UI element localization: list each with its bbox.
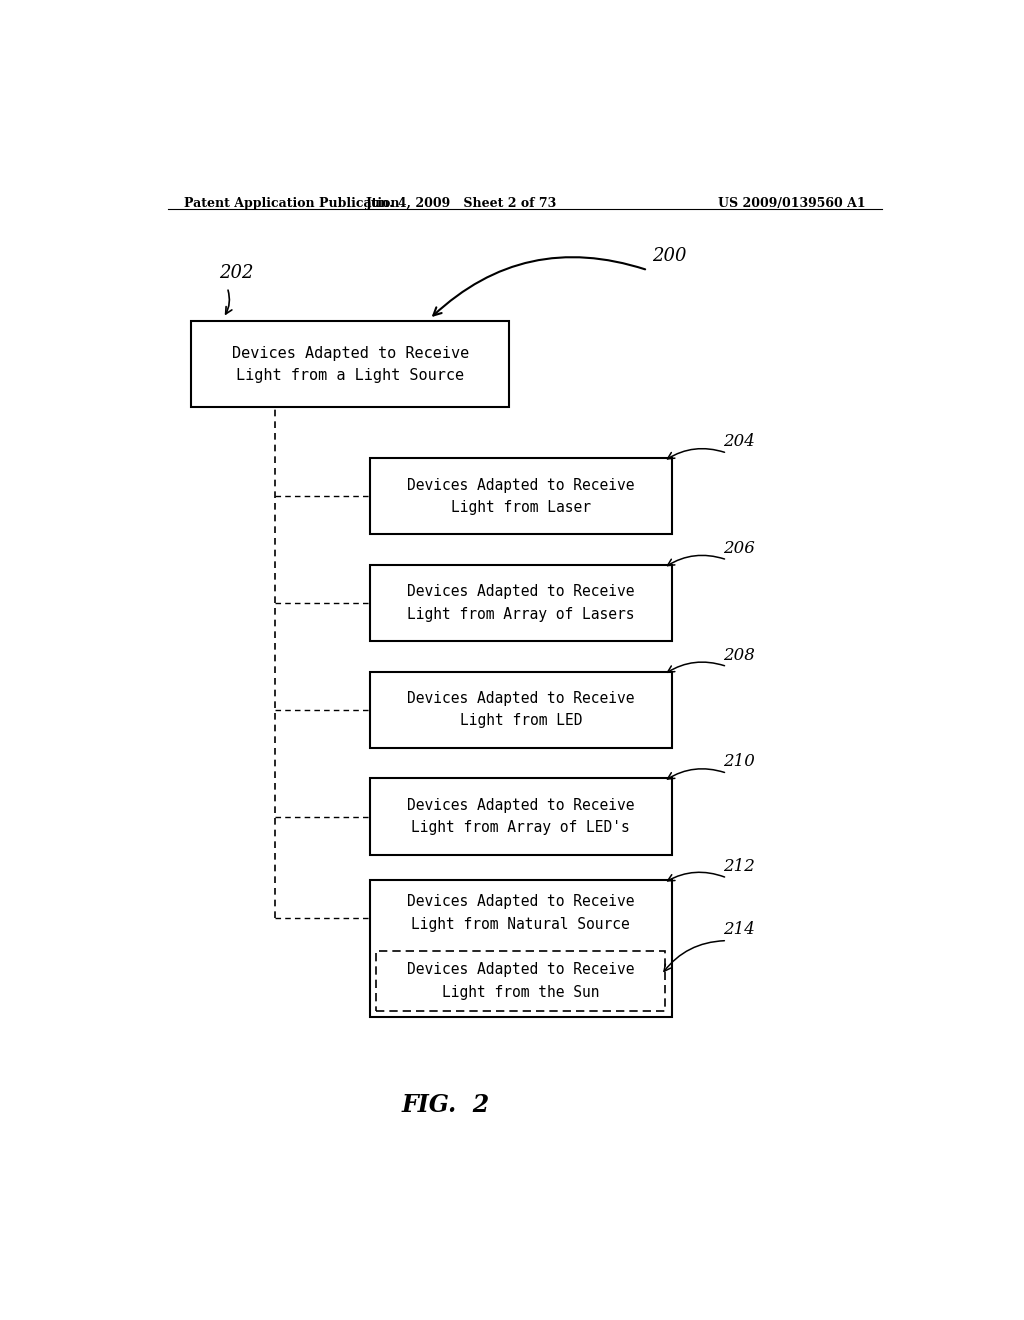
Bar: [370, 672, 672, 748]
Text: US 2009/0139560 A1: US 2009/0139560 A1: [719, 197, 866, 210]
Bar: [370, 565, 672, 642]
FancyArrowPatch shape: [668, 449, 725, 459]
Text: 202: 202: [219, 264, 254, 282]
Text: Devices Adapted to Receive
Light from a Light Source: Devices Adapted to Receive Light from a …: [231, 346, 469, 383]
Text: Patent Application Publication: Patent Application Publication: [183, 197, 399, 210]
Text: Devices Adapted to Receive
Light from LED: Devices Adapted to Receive Light from LE…: [408, 692, 635, 729]
Text: 214: 214: [723, 920, 755, 937]
Bar: [191, 321, 509, 408]
FancyArrowPatch shape: [668, 873, 725, 880]
Text: FIG.  2: FIG. 2: [401, 1093, 489, 1117]
FancyArrowPatch shape: [433, 257, 645, 315]
Bar: [370, 779, 672, 854]
Bar: [370, 880, 672, 1018]
Text: Devices Adapted to Receive
Light from Natural Source: Devices Adapted to Receive Light from Na…: [408, 895, 635, 932]
Text: Devices Adapted to Receive
Light from Array of Lasers: Devices Adapted to Receive Light from Ar…: [408, 585, 635, 622]
FancyArrowPatch shape: [668, 663, 725, 672]
FancyArrowPatch shape: [668, 768, 725, 779]
Text: 206: 206: [723, 540, 755, 557]
Text: 210: 210: [723, 754, 755, 771]
Text: Devices Adapted to Receive
Light from Laser: Devices Adapted to Receive Light from La…: [408, 478, 635, 515]
Text: Devices Adapted to Receive
Light from the Sun: Devices Adapted to Receive Light from th…: [408, 962, 635, 999]
Text: Devices Adapted to Receive
Light from Array of LED's: Devices Adapted to Receive Light from Ar…: [408, 797, 635, 836]
Text: 204: 204: [723, 433, 755, 450]
FancyArrowPatch shape: [664, 941, 724, 972]
Text: 212: 212: [723, 858, 755, 875]
Text: Jun. 4, 2009   Sheet 2 of 73: Jun. 4, 2009 Sheet 2 of 73: [366, 197, 557, 210]
FancyArrowPatch shape: [225, 290, 231, 314]
Text: 200: 200: [652, 247, 686, 265]
Bar: [370, 458, 672, 535]
Bar: [377, 950, 666, 1011]
FancyArrowPatch shape: [668, 556, 725, 565]
Text: 208: 208: [723, 647, 755, 664]
